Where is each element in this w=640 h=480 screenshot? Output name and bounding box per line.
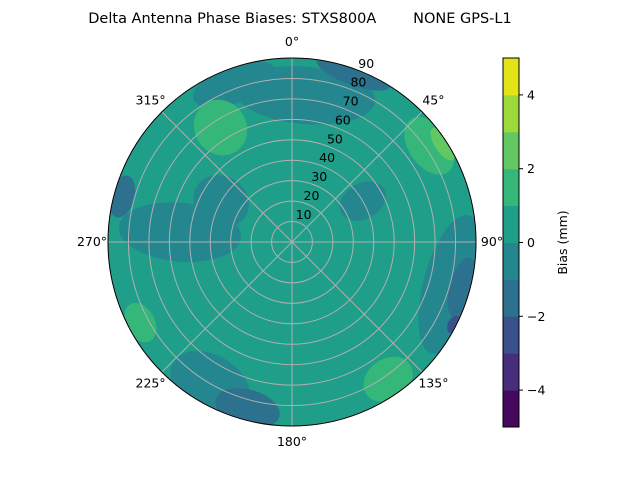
angular-tick-label: 180° (277, 434, 307, 449)
angular-tick-label: 315° (136, 93, 166, 108)
colorbar-band (503, 168, 519, 207)
angular-tick-label: 0° (285, 34, 299, 49)
colorbar-label: Bias (mm) (555, 210, 570, 274)
colorbar-band (503, 131, 519, 170)
contour-region (193, 99, 248, 156)
radial-tick-label: 40 (319, 150, 335, 165)
angular-gridline (161, 111, 293, 243)
colorbar-tick-label: 0 (527, 235, 535, 250)
radial-tick-label: 30 (311, 169, 327, 184)
polar-frame (107, 57, 477, 427)
colorbar-tick-label: −4 (527, 383, 545, 398)
angular-tick-label: 225° (136, 375, 166, 390)
colorbar-band (503, 242, 519, 280)
radial-tick-label: 90 (358, 56, 374, 71)
radial-tick-label: 50 (327, 131, 343, 146)
colorbar-band (503, 279, 519, 317)
colorbar-band (503, 205, 519, 243)
contour-region (124, 302, 157, 343)
contour-region (316, 58, 391, 91)
colorbar-tick-label: 4 (527, 87, 535, 102)
colorbar-band (503, 390, 519, 428)
angular-tick-label: 90° (481, 234, 503, 249)
radial-tick-label: 20 (304, 188, 320, 203)
angular-tick-label: 45° (422, 93, 444, 108)
angular-tick-label: 135° (418, 375, 448, 390)
radial-tick-label: 80 (350, 75, 366, 90)
colorbar-tick-label: −2 (527, 309, 545, 324)
polar-grid (107, 57, 477, 427)
radial-tick-label: 70 (343, 94, 359, 109)
colorbar-band (503, 94, 519, 133)
angular-tick-label: 270° (77, 234, 107, 249)
angular-gridline (291, 241, 423, 373)
contour-region (192, 61, 277, 108)
colorbar-band (503, 58, 519, 96)
colorbar-band (503, 316, 519, 354)
colorbar-band (503, 353, 519, 391)
angular-gridline (291, 111, 423, 243)
colorbar: 4 2 0 −2 −4 Bias (mm) (502, 57, 570, 428)
colorbar-tick-label: 2 (527, 161, 535, 176)
radial-tick-label: 10 (296, 207, 312, 222)
radial-tick-label: 60 (335, 112, 351, 127)
chart-title: Delta Antenna Phase Biases: STXS800A NON… (88, 11, 511, 27)
contour-region (430, 127, 456, 161)
angular-gridline (161, 241, 293, 373)
